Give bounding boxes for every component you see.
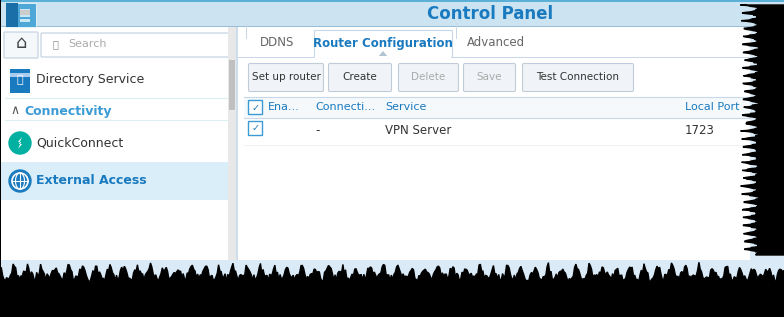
Bar — [6, 3, 18, 27]
Text: Advanced: Advanced — [467, 36, 525, 49]
Bar — [228, 27, 236, 260]
Bar — [456, 23, 457, 39]
Text: External Access: External Access — [36, 174, 147, 187]
Bar — [0, 0, 784, 27]
Bar — [0, 27, 237, 260]
Text: Control Panel: Control Panel — [427, 5, 553, 23]
Text: Set up router: Set up router — [252, 73, 321, 82]
Text: -: - — [315, 125, 319, 138]
Text: DDNS: DDNS — [260, 36, 295, 49]
Text: 1723: 1723 — [685, 125, 715, 138]
Text: Save: Save — [477, 73, 503, 82]
FancyBboxPatch shape — [463, 63, 516, 92]
Text: Connectivity: Connectivity — [24, 105, 111, 118]
Circle shape — [9, 132, 31, 154]
Bar — [236, 27, 238, 260]
Text: VPN Server: VPN Server — [385, 125, 452, 138]
Bar — [20, 14, 30, 17]
Text: ✓: ✓ — [252, 124, 260, 133]
Text: 🔍: 🔍 — [52, 39, 58, 49]
Bar — [0, 0, 784, 2]
Bar — [0, 162, 236, 200]
FancyBboxPatch shape — [41, 33, 229, 57]
Bar — [315, 56, 451, 58]
FancyBboxPatch shape — [4, 32, 38, 58]
FancyBboxPatch shape — [398, 63, 459, 92]
Text: Ena...: Ena... — [268, 102, 299, 112]
Bar — [10, 69, 30, 93]
FancyBboxPatch shape — [328, 63, 391, 92]
Text: Connecti...: Connecti... — [315, 102, 375, 112]
Text: Search: Search — [68, 39, 107, 49]
Text: Local Port: Local Port — [685, 102, 739, 112]
Text: Test Connection: Test Connection — [536, 73, 619, 82]
Text: 👤: 👤 — [16, 75, 24, 85]
FancyBboxPatch shape — [249, 121, 263, 135]
Bar — [244, 118, 750, 145]
Text: ✓: ✓ — [252, 102, 260, 113]
Bar — [238, 57, 750, 58]
Bar — [314, 30, 452, 57]
Bar — [6, 3, 36, 27]
Text: ∧: ∧ — [10, 105, 19, 118]
Bar — [20, 10, 30, 15]
Bar — [10, 73, 30, 77]
Polygon shape — [18, 137, 22, 149]
Text: QuickConnect: QuickConnect — [36, 137, 123, 150]
Bar — [0, 26, 784, 27]
Text: ⌂: ⌂ — [16, 34, 27, 52]
Text: Directory Service: Directory Service — [36, 74, 144, 87]
Polygon shape — [378, 51, 388, 57]
Polygon shape — [740, 5, 784, 255]
Text: DDNS: DDNS — [36, 80, 40, 81]
Circle shape — [9, 170, 31, 192]
Bar — [246, 23, 247, 39]
FancyBboxPatch shape — [249, 100, 263, 114]
Bar — [229, 60, 235, 110]
Bar — [238, 27, 750, 260]
FancyBboxPatch shape — [249, 63, 324, 92]
Text: Delete: Delete — [412, 73, 445, 82]
Text: Router Configuration: Router Configuration — [313, 36, 453, 49]
Text: Create: Create — [343, 73, 377, 82]
Bar — [20, 19, 30, 22]
Bar — [244, 97, 750, 118]
FancyBboxPatch shape — [522, 63, 633, 92]
Bar — [20, 9, 30, 12]
Text: Service: Service — [385, 102, 426, 112]
